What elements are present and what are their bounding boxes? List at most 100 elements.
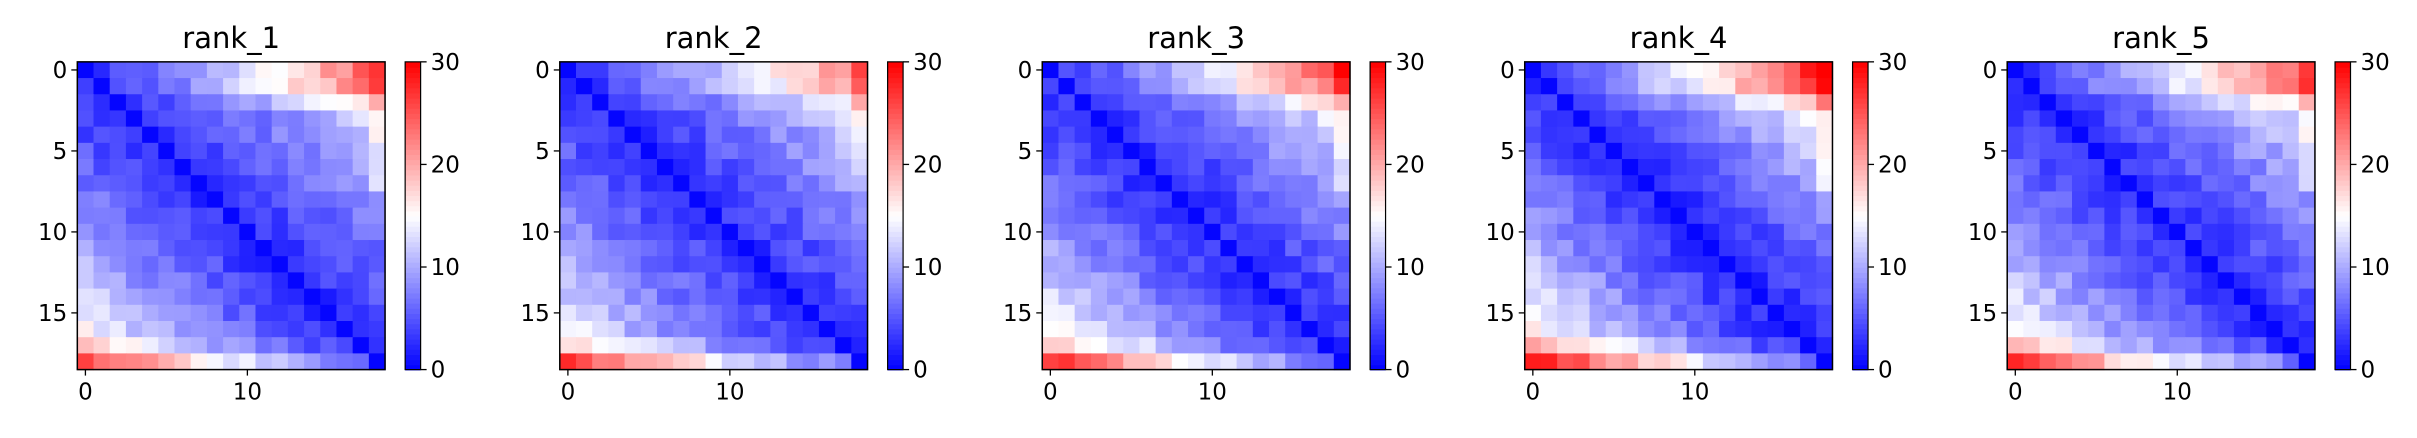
heatmap-cell xyxy=(818,142,836,160)
heatmap-cell xyxy=(592,175,609,193)
heatmap-cell xyxy=(1540,78,1558,95)
heatmap-cell xyxy=(1670,175,1688,193)
heatmap-cell xyxy=(2266,78,2284,95)
heatmap-cell xyxy=(592,256,609,274)
heatmap-cell xyxy=(1524,61,1542,79)
colorbar-segment xyxy=(2335,261,2351,268)
heatmap-cell xyxy=(737,207,755,225)
heatmap-cell xyxy=(1317,288,1335,306)
colorbar-segment xyxy=(405,92,421,99)
heatmap-cell xyxy=(786,272,804,290)
colorbar-tick-label: 0 xyxy=(2361,358,2376,384)
heatmap-cell xyxy=(1155,304,1173,322)
heatmap-cell xyxy=(320,240,338,257)
heatmap-cell xyxy=(721,78,739,95)
colorbar-segment xyxy=(1370,164,1386,171)
colorbar-segment xyxy=(1852,251,1869,258)
heatmap-cell xyxy=(1621,78,1639,95)
heatmap-cell xyxy=(1333,240,1351,257)
heatmap-cell xyxy=(2104,110,2122,128)
heatmap-cell xyxy=(352,223,370,241)
heatmap-cell xyxy=(2023,240,2041,257)
heatmap-cell xyxy=(608,126,626,144)
colorbar-segment xyxy=(2335,236,2351,243)
heatmap-cell xyxy=(109,142,127,160)
heatmap-cell xyxy=(2152,337,2170,354)
heatmap-cell xyxy=(1816,126,1834,144)
heatmap-cell xyxy=(2088,240,2105,257)
heatmap-cell xyxy=(608,288,626,306)
heatmap-cell xyxy=(1090,207,1108,225)
heatmap-cell xyxy=(2039,207,2057,225)
colorbar-tick-label: 20 xyxy=(2361,152,2390,178)
heatmap-cell xyxy=(1285,256,1303,274)
heatmap-cell xyxy=(2104,207,2122,225)
heatmap-cell xyxy=(255,288,273,306)
heatmap-cell xyxy=(93,110,111,128)
heatmap-cell xyxy=(2071,142,2089,160)
heatmap-cell xyxy=(1783,159,1801,176)
heatmap-cell xyxy=(1816,256,1834,274)
heatmap-cell xyxy=(2039,159,2057,176)
heatmap-cell xyxy=(559,223,577,241)
heatmap-cell xyxy=(1800,61,1817,79)
heatmap-cell xyxy=(1333,320,1351,338)
heatmap-cell xyxy=(1719,353,1736,371)
heatmap-cell xyxy=(1557,142,1574,160)
heatmap-cell xyxy=(1107,175,1124,193)
heatmap-cell xyxy=(1107,272,1124,290)
heatmap-cell xyxy=(818,207,836,225)
heatmap-cell xyxy=(1638,110,1655,128)
heatmap-cell xyxy=(2120,61,2138,79)
colorbar-segment xyxy=(1370,323,1386,330)
heatmap-cell xyxy=(2136,207,2154,225)
heatmap-cell xyxy=(575,159,593,176)
heatmap-cell xyxy=(2071,78,2089,95)
heatmap-cell xyxy=(190,191,208,209)
heatmap-cell xyxy=(835,61,852,79)
heatmap-cell xyxy=(1686,207,1704,225)
heatmap-cell xyxy=(1800,256,1817,274)
heatmap-cell xyxy=(206,240,224,257)
heatmap-cell xyxy=(1220,337,1238,354)
colorbar-segment xyxy=(2335,272,2351,279)
heatmap-cell xyxy=(2088,288,2105,306)
colorbar-segment xyxy=(1852,66,1869,73)
heatmap-cell xyxy=(1767,223,1785,241)
heatmap-cell xyxy=(689,304,707,322)
heatmap-cell xyxy=(1107,240,1124,257)
heatmap-cell xyxy=(174,337,192,354)
heatmap-cell xyxy=(624,256,642,274)
heatmap-cell xyxy=(1301,175,1319,193)
colorbar-segment xyxy=(1370,338,1386,345)
heatmap-cell xyxy=(1524,320,1542,338)
heatmap-cell xyxy=(656,223,674,241)
heatmap-cell xyxy=(1188,304,1205,322)
heatmap-cell xyxy=(1670,337,1688,354)
heatmap-cell xyxy=(1123,126,1141,144)
heatmap-cell xyxy=(2104,337,2122,354)
heatmap-cell xyxy=(1751,207,1769,225)
heatmap-cell xyxy=(1638,126,1655,144)
heatmap-cell xyxy=(2217,353,2235,371)
colorbar-segment xyxy=(1852,338,1869,345)
heatmap-cell xyxy=(125,240,143,257)
heatmap-cell xyxy=(1816,78,1834,95)
heatmap-cell xyxy=(1816,191,1834,209)
heatmap-cell xyxy=(77,304,95,322)
heatmap-cell xyxy=(2282,159,2300,176)
heatmap-cell xyxy=(2007,353,2025,371)
heatmap-cell xyxy=(2233,191,2251,209)
heatmap-cell xyxy=(1236,320,1254,338)
heatmap-cell xyxy=(271,142,289,160)
heatmap-cell xyxy=(1686,320,1704,338)
heatmap-cell xyxy=(1767,61,1785,79)
heatmap-cell xyxy=(1573,142,1591,160)
heatmap-cell xyxy=(1816,240,1834,257)
heatmap-cell xyxy=(835,353,852,371)
heatmap-cell xyxy=(1816,142,1834,160)
heatmap-cell xyxy=(2136,256,2154,274)
heatmap-cell xyxy=(802,337,820,354)
